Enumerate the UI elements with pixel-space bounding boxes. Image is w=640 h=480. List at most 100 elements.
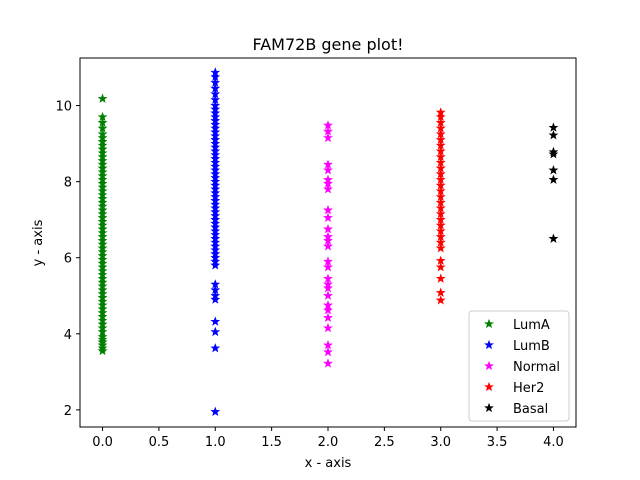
data-point [210, 146, 221, 156]
data-point [435, 295, 446, 305]
legend-marker [484, 318, 494, 329]
data-point [210, 111, 221, 122]
data-point [210, 222, 221, 232]
data-point [435, 231, 446, 241]
x-tick-label: 2.5 [374, 435, 395, 450]
data-point [210, 161, 221, 171]
legend-item-lumb: LumB [484, 339, 550, 354]
data-point [435, 151, 446, 162]
data-point [210, 343, 221, 353]
data-point [548, 146, 559, 157]
data-point [435, 255, 446, 265]
data-point [97, 340, 108, 350]
x-tick-label: 2.0 [318, 435, 339, 450]
data-point [210, 218, 221, 228]
data-point [97, 246, 108, 257]
data-point [323, 212, 333, 222]
data-point [210, 88, 221, 99]
series-luma [97, 93, 108, 356]
data-point [97, 208, 108, 219]
data-point [210, 123, 221, 133]
data-point [97, 189, 108, 200]
data-point [210, 130, 221, 141]
data-point [97, 111, 108, 122]
data-point [435, 180, 446, 190]
data-point [435, 197, 446, 207]
data-point [210, 176, 221, 186]
data-point [435, 237, 446, 247]
legend-item-basal: Basal [484, 402, 548, 417]
data-point [435, 220, 446, 230]
data-point [97, 258, 108, 268]
data-point [210, 187, 221, 198]
data-point [323, 346, 333, 357]
data-point [210, 279, 221, 289]
data-point [97, 296, 108, 306]
data-point [323, 132, 333, 143]
data-point [97, 185, 108, 196]
data-point [210, 149, 221, 160]
data-point [210, 290, 221, 300]
x-tick-label: 3.5 [487, 435, 508, 450]
data-point [97, 224, 108, 234]
data-point [97, 307, 108, 318]
x-tick-label: 3.0 [430, 435, 451, 450]
data-point [323, 300, 333, 310]
legend-marker [484, 360, 494, 371]
y-tick-label: 10 [55, 100, 72, 115]
data-point [210, 210, 221, 221]
data-point [435, 208, 446, 219]
data-point [323, 165, 333, 175]
data-point [210, 94, 221, 105]
data-point [97, 343, 108, 353]
data-point [97, 216, 108, 226]
data-point [97, 201, 108, 211]
data-point [97, 117, 108, 127]
data-point [210, 203, 221, 213]
legend-label: LumA [513, 318, 550, 333]
data-point [210, 229, 221, 240]
data-point [210, 157, 221, 167]
data-point [97, 197, 108, 207]
plot-points [97, 67, 559, 416]
y-axis-ticks: 2 4 6 8 10 [55, 100, 80, 419]
data-point [97, 292, 108, 302]
data-point [323, 305, 333, 315]
data-point [210, 77, 221, 87]
data-point [97, 319, 108, 329]
x-axis-ticks: 0.0 0.5 1.0 1.5 2.0 2.5 3.0 3.5 4.0 [92, 427, 564, 450]
data-point [97, 281, 108, 291]
data-point [210, 153, 221, 163]
legend-label: Normal [513, 360, 560, 375]
data-point [210, 248, 221, 259]
data-point [435, 117, 446, 127]
series-basal [548, 122, 559, 243]
data-point [435, 203, 446, 213]
data-point [210, 71, 221, 82]
data-point [97, 182, 108, 192]
data-point [210, 241, 221, 251]
series-normal [323, 120, 333, 368]
legend-label: Her2 [513, 381, 544, 396]
data-point [97, 123, 108, 133]
data-point [435, 185, 446, 196]
data-point [97, 128, 108, 139]
data-point [97, 345, 108, 356]
data-point [97, 269, 108, 280]
data-point [97, 311, 108, 321]
data-point [210, 294, 221, 304]
data-point [323, 224, 333, 234]
data-point [210, 108, 221, 118]
data-point [210, 134, 221, 144]
data-point [323, 358, 333, 368]
x-tick-label: 1.5 [261, 435, 282, 450]
data-point [97, 227, 108, 238]
data-point [210, 142, 221, 152]
data-point [323, 273, 333, 283]
data-point [97, 166, 108, 177]
y-tick-label: 4 [64, 328, 72, 343]
legend-marker [484, 402, 494, 413]
legend-box [468, 310, 570, 422]
data-point [97, 300, 108, 310]
data-point [435, 111, 446, 122]
